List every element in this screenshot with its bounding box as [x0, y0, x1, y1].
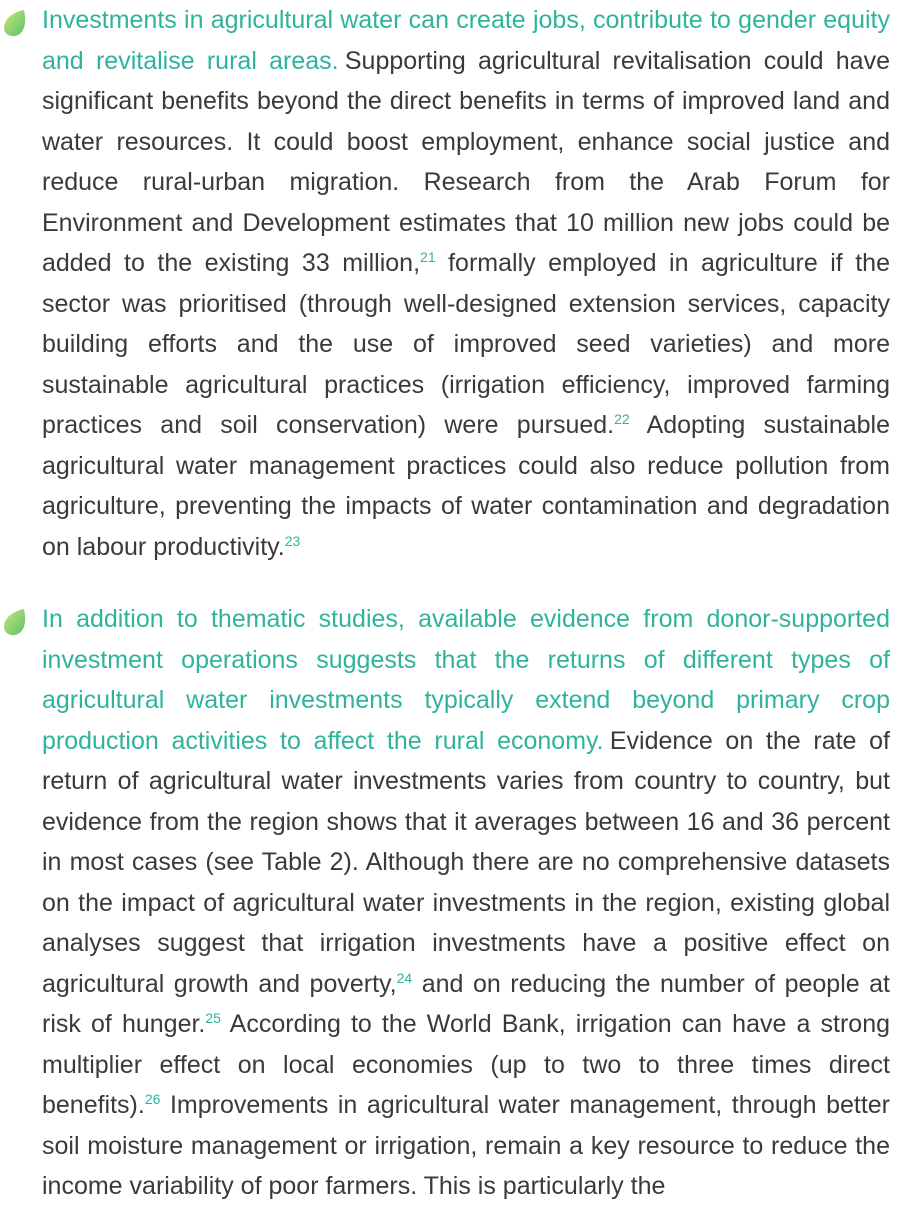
paragraph: In addition to thematic studies, availab…	[0, 599, 890, 1207]
body-text: and on reducing the number of people at …	[42, 969, 891, 1039]
footnote-ref: 25	[205, 1010, 221, 1026]
lead-sentence: In addition to thematic studies, availab…	[42, 605, 890, 755]
body-text: formally employed in agriculture if the …	[42, 249, 890, 439]
footnote-ref: 21	[420, 249, 436, 265]
body-text: Improvements in agricultural water manag…	[42, 1091, 890, 1200]
body-text: Adopting sustainable agricultural water …	[42, 411, 890, 561]
body-text: According to the World Bank, irrigation …	[42, 1010, 891, 1119]
lead-sentence: Investments in agricultural water can cr…	[42, 6, 890, 75]
footnote-ref: 26	[144, 1091, 161, 1107]
paragraph: Investments in agricultural water can cr…	[0, 0, 890, 567]
footnote-ref: 24	[396, 969, 413, 986]
footnote-ref: 22	[614, 411, 630, 427]
body-text: Supporting agricultural revitalisation c…	[42, 46, 890, 278]
body-text: Evidence on the rate of return of agricu…	[42, 726, 890, 998]
footnote-ref: 23	[284, 532, 301, 549]
bullet-icon	[4, 10, 26, 37]
bullet-icon	[4, 609, 26, 636]
